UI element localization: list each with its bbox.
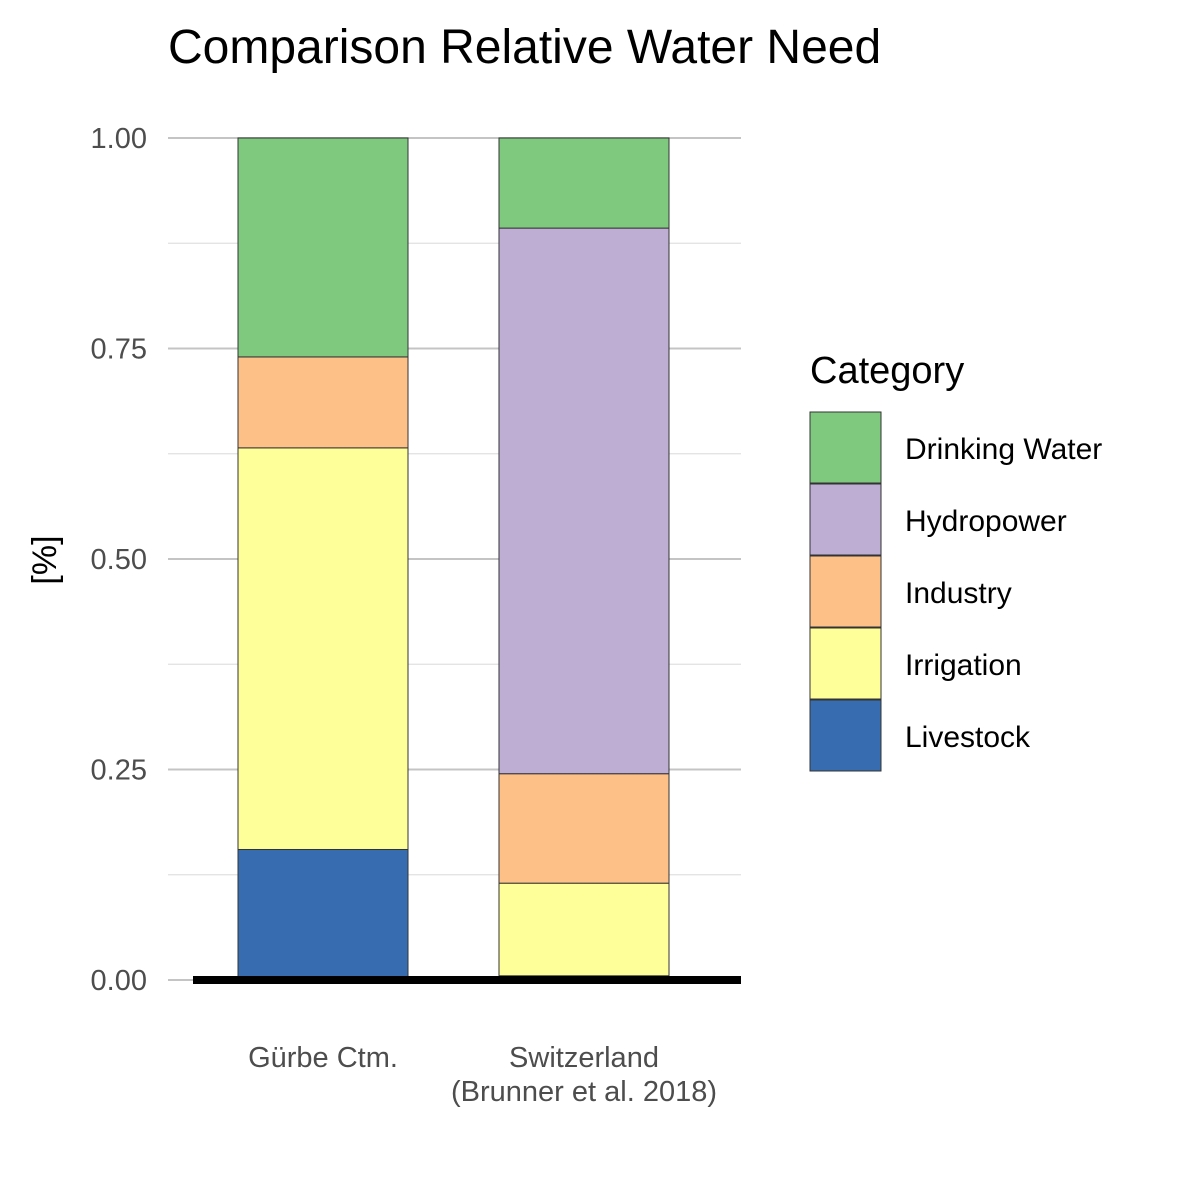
y-tick-label: 1.00	[91, 123, 147, 155]
chart-title: Comparison Relative Water Need	[168, 21, 881, 74]
legend-key	[809, 627, 882, 700]
legend-title: Category	[810, 350, 964, 392]
legend-key	[809, 699, 882, 772]
legend: Category Drinking Water Hydropower Industr…	[809, 350, 1102, 772]
bars	[237, 137, 670, 981]
bar-segment-industry	[498, 773, 670, 884]
legend-label: Hydropower	[905, 505, 1067, 538]
legend-key	[809, 555, 882, 628]
x-tick-label: Gürbe Ctm.	[248, 1042, 398, 1074]
x-tick-label: (Brunner et al. 2018)	[451, 1076, 717, 1108]
bar-segment-livestock	[237, 848, 409, 981]
y-tick-label: 0.00	[91, 965, 147, 997]
legend-label: Drinking Water	[905, 433, 1102, 466]
y-tick-label: 0.75	[91, 334, 147, 366]
y-tick-label: 0.50	[91, 544, 147, 576]
legend-label: Industry	[905, 577, 1012, 610]
bar-segment-industry	[237, 356, 409, 449]
bar-segment-irrigation	[237, 447, 409, 850]
legend-label: Livestock	[905, 721, 1031, 754]
x-tick-labels: Gürbe Ctm. Switzerland(Brunner et al. 201…	[248, 1042, 717, 1108]
bar-segment-irrigation	[498, 882, 670, 977]
legend-label: Irrigation	[905, 649, 1022, 682]
x-tick-label: Switzerland	[509, 1042, 659, 1074]
y-tick-label: 0.25	[91, 755, 147, 787]
legend-key	[809, 411, 882, 484]
bar-segment-drinking-water	[237, 137, 409, 358]
bar-segment-hydropower	[498, 227, 670, 775]
y-axis-label: [%]	[26, 535, 64, 584]
bar-segment-drinking-water	[498, 137, 670, 229]
legend-key	[809, 483, 882, 556]
y-tick-labels: 0.00 0.25 0.50 0.75 1.00	[91, 123, 147, 997]
